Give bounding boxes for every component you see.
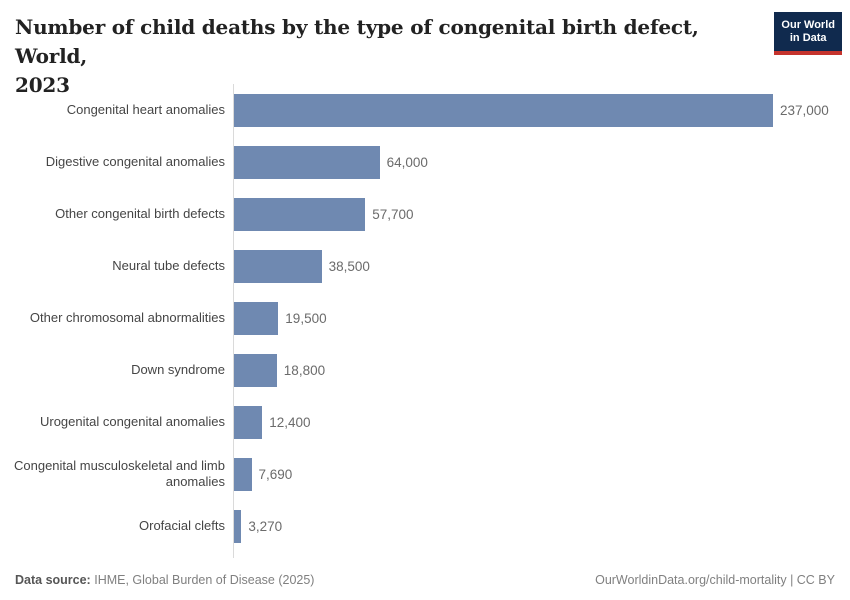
bar-row: Urogenital congenital anomalies 12,400 <box>0 396 850 448</box>
category-label: Urogenital congenital anomalies <box>39 414 225 429</box>
bar-row: Digestive congenital anomalies 64,000 <box>0 136 850 188</box>
bar-neural-tube-defects[interactable] <box>234 249 322 283</box>
category-label: Digestive congenital anomalies <box>45 154 225 169</box>
bar-congenital-musculoskeletal-limb-anomalies[interactable] <box>234 457 252 491</box>
bar-area: 38,500 <box>233 240 850 292</box>
bar-congenital-heart-anomalies[interactable] <box>234 93 773 127</box>
value-label: 64,000 <box>386 154 428 170</box>
chart-title-line1: Number of child deaths by the type of co… <box>15 15 699 68</box>
bar-row: Neural tube defects 38,500 <box>0 240 850 292</box>
bar-row: Other chromosomal abnormalities 19,500 <box>0 292 850 344</box>
bar-area: 7,690 <box>233 448 850 500</box>
category-label: Congenital heart anomalies <box>66 102 225 117</box>
category-label: Other chromosomal abnormalities <box>29 310 225 325</box>
category-label: Down syndrome <box>131 362 225 377</box>
bar-area: 3,270 <box>233 500 850 552</box>
bar-row: Congenital musculoskeletal and limb anom… <box>0 448 850 500</box>
bar-area: 19,500 <box>233 292 850 344</box>
value-label: 18,800 <box>283 362 326 378</box>
data-source-value: IHME, Global Burden of Disease (2025) <box>94 573 315 587</box>
bar-other-chromosomal-abnormalities[interactable] <box>234 301 279 335</box>
value-label: 7,690 <box>258 466 293 482</box>
value-label: 12,400 <box>269 414 311 430</box>
value-label: 3,270 <box>248 518 283 534</box>
owid-logo[interactable]: Our World in Data <box>774 12 842 55</box>
bar-urogenital-congenital-anomalies[interactable] <box>234 405 263 439</box>
value-label: 237,000 <box>780 102 829 118</box>
category-label: Congenital musculoskeletal and limb anom… <box>13 458 225 489</box>
bar-row: Congenital heart anomalies 237,000 <box>0 84 850 136</box>
bar-area: 18,800 <box>233 344 850 396</box>
bar-down-syndrome[interactable] <box>234 353 277 387</box>
credit-link[interactable]: OurWorldinData.org/child-mortality | CC … <box>595 573 835 587</box>
bar-digestive-congenital-anomalies[interactable] <box>234 145 380 179</box>
value-label: 38,500 <box>328 258 370 274</box>
bar-row: Down syndrome 18,800 <box>0 344 850 396</box>
bar-rows: Congenital heart anomalies 237,000 Diges… <box>0 84 850 552</box>
bar-chart: Congenital heart anomalies 237,000 Diges… <box>0 84 850 558</box>
bar-area: 57,700 <box>233 188 850 240</box>
bar-orofacial-clefts[interactable] <box>234 509 242 543</box>
chart-footer: Data source: IHME, Global Burden of Dise… <box>15 573 835 587</box>
bar-row: Orofacial clefts 3,270 <box>0 500 850 552</box>
bar-row: Other congenital birth defects 57,700 <box>0 188 850 240</box>
chart-title-line2: 2023 <box>15 73 70 97</box>
bar-area: 64,000 <box>233 136 850 188</box>
data-source[interactable]: Data source: IHME, Global Burden of Dise… <box>15 573 314 587</box>
bar-area: 12,400 <box>233 396 850 448</box>
y-axis-line <box>233 84 234 558</box>
category-label: Other congenital birth defects <box>55 206 225 221</box>
category-label: Neural tube defects <box>112 258 225 273</box>
category-label: Orofacial clefts <box>139 518 225 533</box>
bar-other-congenital-birth-defects[interactable] <box>234 197 366 231</box>
bar-area: 237,000 <box>233 84 850 136</box>
data-source-label: Data source: <box>15 573 91 587</box>
owid-logo-line2: in Data <box>789 32 827 44</box>
owid-logo-line1: Our World <box>781 19 835 31</box>
chart-title: Number of child deaths by the type of co… <box>15 13 765 100</box>
value-label: 57,700 <box>372 206 414 222</box>
value-label: 19,500 <box>285 310 327 326</box>
